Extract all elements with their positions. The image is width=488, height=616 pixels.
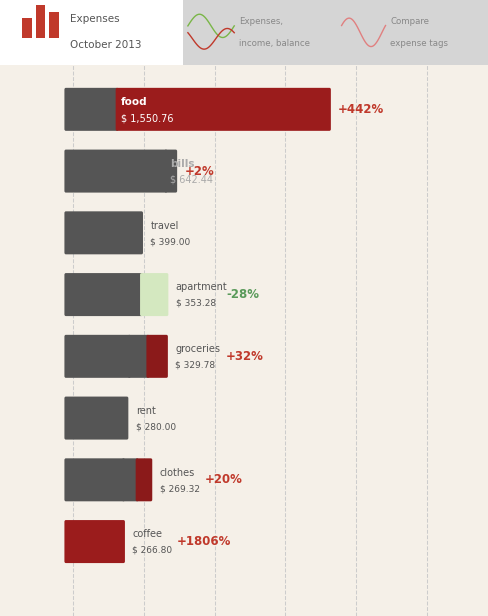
Text: $ 266.80: $ 266.80 xyxy=(132,546,172,555)
FancyBboxPatch shape xyxy=(164,150,177,193)
Text: +1806%: +1806% xyxy=(177,535,231,548)
FancyBboxPatch shape xyxy=(64,150,167,193)
FancyBboxPatch shape xyxy=(64,397,128,440)
Bar xyxy=(49,12,59,38)
Text: $ 280.00: $ 280.00 xyxy=(136,423,176,431)
Text: $ 642.44: $ 642.44 xyxy=(170,175,213,185)
Text: bills: bills xyxy=(170,159,194,169)
Text: income, balance: income, balance xyxy=(239,39,310,48)
FancyBboxPatch shape xyxy=(64,520,125,563)
FancyBboxPatch shape xyxy=(136,458,152,501)
FancyBboxPatch shape xyxy=(64,458,125,501)
Text: groceries: groceries xyxy=(175,344,220,354)
FancyBboxPatch shape xyxy=(64,273,143,316)
FancyBboxPatch shape xyxy=(146,335,168,378)
Text: +2%: +2% xyxy=(184,164,214,177)
Bar xyxy=(36,5,45,38)
Text: Expenses,: Expenses, xyxy=(239,17,283,26)
FancyBboxPatch shape xyxy=(116,88,331,131)
Text: food: food xyxy=(121,97,148,107)
FancyBboxPatch shape xyxy=(64,335,131,378)
Text: +32%: +32% xyxy=(225,350,264,363)
Text: -28%: -28% xyxy=(226,288,259,301)
Text: $ 399.00: $ 399.00 xyxy=(150,237,190,246)
Bar xyxy=(22,18,32,38)
FancyBboxPatch shape xyxy=(122,458,139,501)
FancyBboxPatch shape xyxy=(140,273,168,316)
Bar xyxy=(183,0,488,65)
Text: $ 269.32: $ 269.32 xyxy=(160,484,200,493)
Text: $ 329.78: $ 329.78 xyxy=(175,360,215,370)
Bar xyxy=(0,0,183,65)
Text: +20%: +20% xyxy=(204,473,243,486)
Text: rent: rent xyxy=(136,406,156,416)
FancyBboxPatch shape xyxy=(128,335,149,378)
Text: Expenses: Expenses xyxy=(70,14,120,25)
Text: coffee: coffee xyxy=(132,529,162,540)
Text: Compare: Compare xyxy=(390,17,429,26)
Text: October 2013: October 2013 xyxy=(70,40,142,51)
Text: apartment: apartment xyxy=(176,282,227,293)
Text: $ 1,550.76: $ 1,550.76 xyxy=(121,113,174,123)
FancyBboxPatch shape xyxy=(64,88,119,131)
FancyBboxPatch shape xyxy=(64,211,143,254)
Text: expense tags: expense tags xyxy=(390,39,448,48)
Text: travel: travel xyxy=(150,221,179,230)
Text: $ 353.28: $ 353.28 xyxy=(176,299,216,308)
Text: clothes: clothes xyxy=(160,468,195,477)
Text: +442%: +442% xyxy=(338,103,385,116)
